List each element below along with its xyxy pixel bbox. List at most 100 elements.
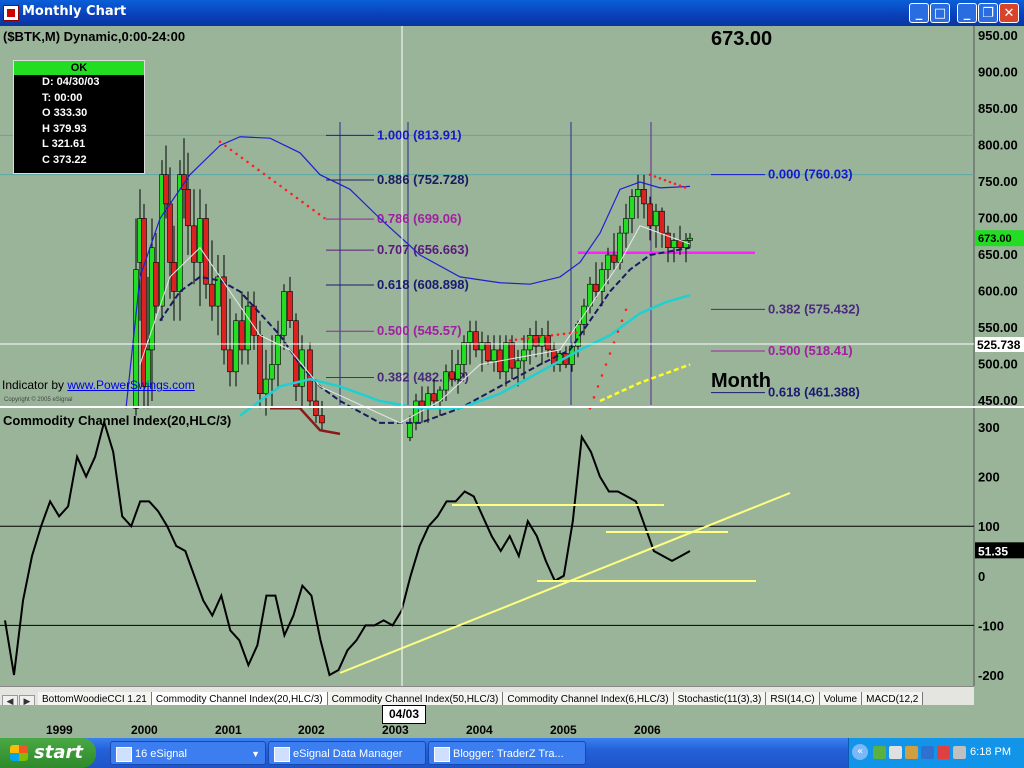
candle-body [611,254,617,263]
chart-header: ($BTK,M) Dynamic,0:00-24:00 [3,29,186,44]
candle-body [293,320,299,387]
candle-body [449,371,455,380]
candle-body [181,174,187,190]
minimize-button[interactable]: _ [909,3,929,23]
price-tick-label: 800.00 [978,138,1018,153]
sar-dot [658,177,662,180]
taskbar-item-data-manager[interactable]: eSignal Data Manager [268,741,426,765]
printer-icon[interactable] [889,746,902,759]
volume-icon[interactable] [953,746,966,759]
indicator-credit-link[interactable]: www.PowerSwings.com [67,378,195,392]
sar-dot [624,308,628,312]
sar-dot [683,186,687,189]
antivirus-icon[interactable] [937,746,950,759]
cci-title: Commodity Channel Index(20,HLC/3) [3,413,232,428]
tab-bottomwoodiecci[interactable]: BottomWoodieCCI 1.21 [38,692,152,708]
tab-volume[interactable]: Volume [819,692,863,708]
sar-dot [550,334,554,337]
tab-cci-6[interactable]: Commodity Channel Index(6,HLC/3) [503,692,674,708]
candle-body [227,349,233,373]
sar-dot [301,200,304,204]
candle-body [269,364,275,380]
upper-band-line [125,136,691,409]
tab-rsi[interactable]: RSI(14,C) [766,692,820,708]
price-tick-label: 600.00 [978,284,1018,299]
price-tick-label: 900.00 [978,65,1018,80]
cci-tick-label: 0 [978,569,985,584]
tab-macd[interactable]: MACD(12,2 [862,692,924,708]
sar-dot [653,175,657,178]
window-icon [274,747,290,762]
sar-dot [592,396,596,399]
chart-area[interactable]: 1.000 (813.91) 0.886 (752.728) 0.786 (699.… [0,26,1024,686]
restore-button[interactable]: □ [930,3,950,23]
app-icon [3,5,19,21]
price-panel[interactable]: 1.000 (813.91) 0.886 (752.728) 0.786 (699.… [0,122,974,442]
candle-body [319,415,325,424]
candle-body [617,232,623,263]
cursor-open: O 333.30 [42,107,88,119]
candle-body [163,174,169,205]
sar-dot [568,331,572,335]
sar-dot [520,337,524,341]
candle-body [455,364,461,380]
candle-body [287,291,293,322]
minimize-chart-button[interactable]: _ [957,3,977,23]
candle-body [185,189,191,227]
sar-dot [268,176,271,180]
sar-dot [532,336,536,339]
candle-body [209,283,215,307]
maximize-button[interactable]: ❐ [978,3,998,23]
price-tick-label: 500.00 [978,357,1018,372]
sar-dot [312,208,315,212]
tab-cci-20[interactable]: Commodity Channel Index(20,HLC/3) [151,692,328,708]
tab-cci-50[interactable]: Commodity Channel Index(50,HLC/3) [327,692,504,708]
year-label: 2005 [550,723,577,737]
sar-dot [596,385,600,388]
crosshair-price-tag [975,337,1024,352]
sar-dot [538,335,542,339]
tray-expand-icon[interactable]: « [852,744,868,760]
sar-dot [514,338,518,341]
taskbar-item-esignal[interactable]: 16 eSignal ▼ [110,741,266,765]
candle-body [599,269,605,292]
year-axis: 1999 2000 2001 2002 2003 2004 2005 2006 [0,705,974,738]
fib-level-label: 0.000 (760.03) [768,167,853,182]
start-button[interactable]: start [0,738,96,768]
taskbar-item-blogger[interactable]: Blogger: TraderZ Tra... [428,741,586,765]
candle-body [171,261,177,292]
sar-dot [229,148,233,152]
cci-value-label: 51.35 [978,544,1008,558]
fib-level-label: 0.500 (545.57) [377,323,462,338]
cursor-status: OK [14,61,144,75]
indicator-credit-prefix: Indicator by [2,378,68,392]
current-price-tag [975,230,1024,247]
price-tick-label: 450.00 [978,393,1018,408]
short-moving-average-line [139,225,691,424]
sar-dot [284,188,288,192]
cursor-time: T: 00:00 [42,91,83,104]
sar-dot [279,184,282,188]
candle-body [431,393,437,402]
sar-dot [620,319,624,323]
sar-dot [648,173,652,176]
candle-body [545,334,551,351]
close-button[interactable]: ✕ [999,3,1019,23]
crosshair-price-label: 525.738 [977,338,1021,352]
candle-body [593,283,599,292]
very-long-ma-line [599,363,691,403]
taskbar: start 16 eSignal ▼ eSignal Data Manager … [0,738,1024,768]
candle-body [509,342,515,369]
app-tray-icon[interactable] [921,746,934,759]
candle-body [491,349,497,362]
security-icon[interactable] [905,746,918,759]
cursor-high: H 379.93 [42,122,87,135]
cci-panel[interactable] [0,418,974,677]
tab-stochastic[interactable]: Stochastic(11(3),3) [673,692,767,708]
candle-body [623,218,629,234]
network-icon[interactable] [873,746,886,759]
chevron-down-icon: ▼ [251,749,260,759]
candle-body [641,189,647,205]
year-label: 2006 [634,723,661,737]
sar-dot [240,156,244,160]
